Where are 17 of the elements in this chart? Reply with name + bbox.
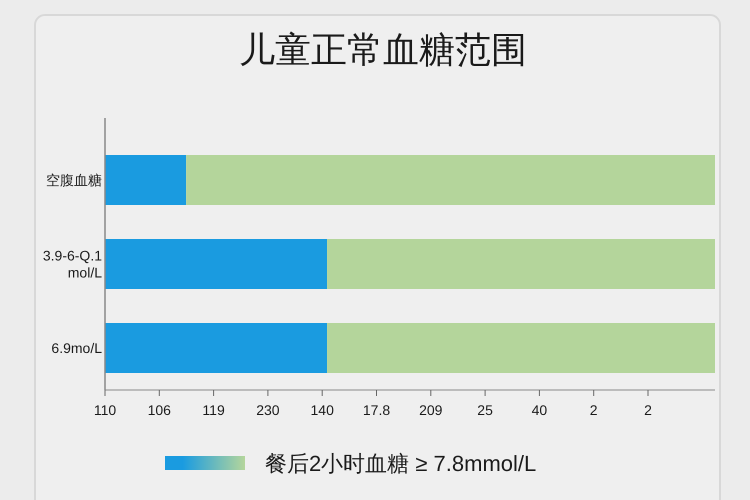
legend-label: 餐后2小时血糖 ≥ 7.8mmol/L: [265, 451, 536, 476]
text: 2: [644, 402, 652, 418]
y-tick-label: 3.9-6-Q.1 mol/L: [42, 248, 102, 280]
y-tick-label: 空腹血糖: [46, 172, 102, 188]
y-tick-label: 6.9mo/L: [51, 340, 102, 356]
text: 119: [202, 402, 225, 418]
chart-title: 儿童正常血糖范围: [239, 29, 527, 70]
text: 2: [590, 402, 598, 418]
legend: 餐后2小时血糖 ≥ 7.8mmol/L: [165, 451, 536, 476]
text: 17.8: [362, 402, 390, 418]
text: 230: [256, 402, 280, 418]
text: 106: [148, 402, 172, 418]
text: 40: [532, 402, 548, 418]
text: 110: [94, 402, 116, 418]
text: 25: [477, 402, 494, 418]
text: 209: [419, 402, 443, 418]
text: 140: [310, 402, 334, 418]
